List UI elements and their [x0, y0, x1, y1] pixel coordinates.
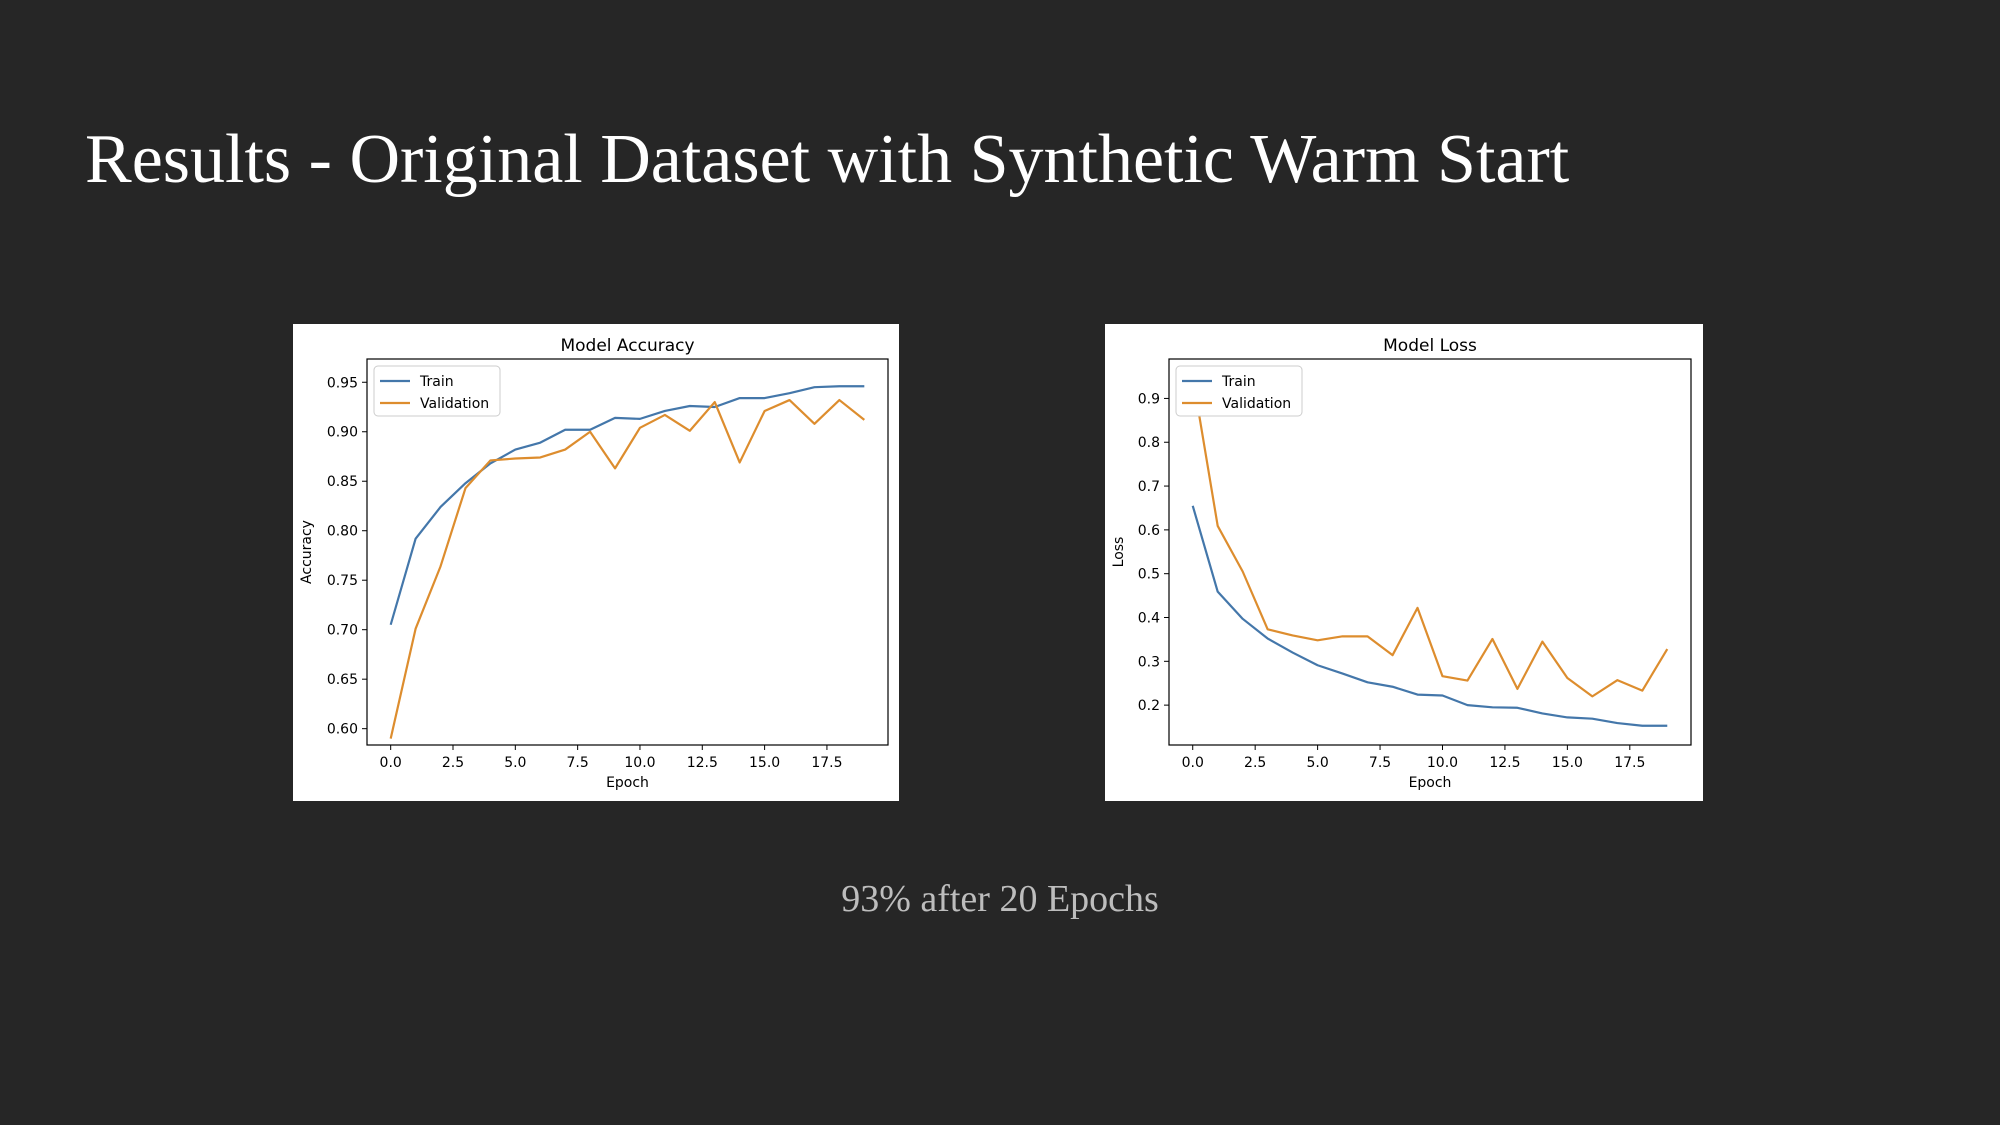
accuracy-y-tick-label: 0.65 — [327, 672, 358, 688]
accuracy-legend-label-validation: Validation — [420, 396, 489, 412]
loss-plot-frame — [1168, 358, 1692, 746]
accuracy-x-tick-label: 17.5 — [811, 755, 842, 771]
accuracy-y-tick-label: 0.75 — [327, 573, 358, 589]
accuracy-x-tick-label: 7.5 — [567, 755, 589, 771]
accuracy-plot-frame — [366, 358, 889, 746]
loss-x-tick-label: 17.5 — [1614, 755, 1645, 771]
loss-y-tick-label: 0.7 — [1138, 479, 1160, 495]
accuracy-series-validation-line — [389, 398, 866, 739]
accuracy-chart-panel: Model Accuracy 0.0 2.5 5.0 7.5 10.0 12.5 15.0 17… — [293, 324, 899, 801]
loss-x-tick-label: 10.0 — [1427, 755, 1458, 771]
loss-x-tick-label: 5.0 — [1306, 755, 1328, 771]
loss-x-tick-label: 15.0 — [1552, 755, 1583, 771]
accuracy-x-tick-label: 15.0 — [749, 755, 780, 771]
loss-y-tick-label: 0.2 — [1138, 698, 1160, 714]
accuracy-chart: Model Accuracy 0.0 2.5 5.0 7.5 10.0 12.5 15.0 17… — [299, 336, 889, 791]
accuracy-y-tick-label: 0.90 — [327, 425, 358, 441]
accuracy-legend-label-train: Train — [419, 374, 454, 390]
loss-chart: Model Loss 0.0 2.5 5.0 7.5 10.0 12.5 15.0 17.5 0.… — [1111, 336, 1692, 791]
loss-legend-label-train: Train — [1221, 374, 1256, 390]
accuracy-x-tick-label: 10.0 — [624, 755, 655, 771]
loss-y-axis-label: Loss — [1111, 537, 1127, 568]
accuracy-y-axis-label: Accuracy — [299, 520, 315, 584]
loss-x-tick-label: 0.0 — [1182, 755, 1204, 771]
loss-y-tick-label: 0.9 — [1138, 391, 1160, 407]
results-caption: 93% after 20 Epochs — [841, 878, 1159, 920]
accuracy-legend: Train Validation — [373, 365, 501, 417]
accuracy-x-axis-label: Epoch — [606, 775, 649, 791]
loss-y-tick-label: 0.4 — [1138, 611, 1160, 627]
accuracy-chart-title: Model Accuracy — [560, 336, 694, 356]
accuracy-y-tick-label: 0.60 — [327, 722, 358, 738]
accuracy-x-tick-label: 2.5 — [442, 755, 464, 771]
accuracy-series-train-line — [389, 385, 865, 626]
loss-legend-label-validation: Validation — [1222, 396, 1291, 412]
loss-y-tick-label: 0.3 — [1138, 654, 1160, 670]
loss-x-tick-label: 2.5 — [1244, 755, 1266, 771]
loss-y-tick-label: 0.8 — [1138, 435, 1160, 451]
accuracy-y-tick-label: 0.80 — [327, 524, 358, 540]
loss-x-tick-label: 12.5 — [1489, 755, 1520, 771]
loss-y-tick-label: 0.6 — [1138, 523, 1160, 539]
loss-series-validation-line — [1191, 376, 1669, 698]
loss-chart-panel: Model Loss 0.0 2.5 5.0 7.5 10.0 12.5 15.0 17.5 0.… — [1105, 324, 1703, 801]
slide-title: Results - Original Dataset with Syntheti… — [85, 121, 1570, 198]
loss-legend: Train Validation — [1175, 365, 1303, 417]
accuracy-x-tick-label: 0.0 — [380, 755, 402, 771]
accuracy-y-tick-label: 0.70 — [327, 623, 358, 639]
accuracy-y-tick-label: 0.95 — [327, 375, 358, 391]
loss-x-axis-label: Epoch — [1409, 775, 1452, 791]
loss-x-tick-label: 7.5 — [1369, 755, 1391, 771]
accuracy-y-tick-label: 0.85 — [327, 474, 358, 490]
loss-y-tick-label: 0.5 — [1138, 567, 1160, 583]
loss-chart-title: Model Loss — [1383, 336, 1477, 356]
accuracy-x-tick-label: 5.0 — [504, 755, 526, 771]
accuracy-x-tick-label: 12.5 — [687, 755, 718, 771]
loss-series-train-line — [1191, 505, 1668, 727]
